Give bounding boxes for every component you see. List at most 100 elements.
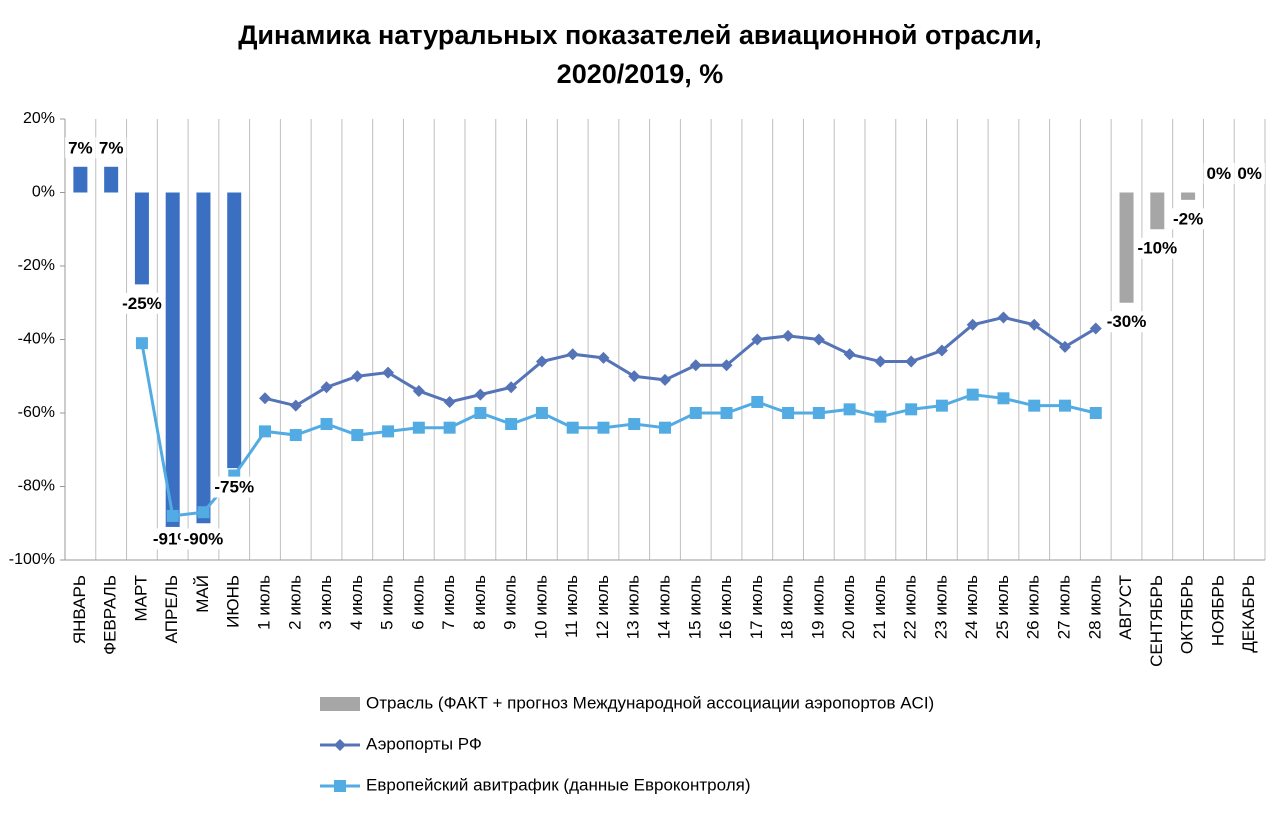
marker (351, 370, 364, 383)
data-label: -90% (184, 529, 224, 548)
data-label: -10% (1137, 239, 1177, 258)
y-tick-label: -60% (18, 404, 55, 421)
x-tick-label: 2 июль (285, 575, 304, 630)
x-tick-label: 18 июль (778, 575, 797, 639)
x-tick-label: 9 июль (501, 575, 520, 630)
marker (628, 418, 641, 431)
marker (905, 403, 918, 416)
x-tick-label: АПРЕЛЬ (162, 575, 181, 643)
data-label-bg (1203, 162, 1235, 184)
bar (227, 192, 242, 469)
x-tick-label: 24 июль (962, 575, 981, 639)
x-tick-label: АВГУСТ (1116, 575, 1135, 640)
x-tick-label: 6 июль (408, 575, 427, 630)
marker (535, 407, 548, 419)
marker (535, 355, 548, 368)
data-label-bg (1103, 311, 1150, 333)
x-tick-label: 13 июль (624, 575, 643, 639)
y-tick-label: -40% (18, 331, 55, 348)
data-label-bg (95, 137, 127, 159)
marker (474, 407, 487, 419)
y-tick-label: 0% (32, 184, 55, 201)
x-tick-label: 10 июль (531, 575, 550, 639)
x-tick-label: 28 июль (1085, 575, 1104, 639)
marker (689, 407, 702, 419)
x-tick-label: ОКТЯБРЬ (1178, 575, 1197, 654)
data-label: 7% (99, 138, 124, 157)
marker (382, 425, 395, 438)
data-label: 7% (68, 138, 93, 157)
marker (566, 348, 579, 361)
marker (751, 395, 764, 408)
marker (412, 421, 425, 434)
marker (1028, 318, 1041, 331)
marker (628, 370, 641, 383)
x-tick-label: 25 июль (993, 575, 1012, 639)
data-label-bg (1134, 237, 1181, 259)
marker (412, 384, 425, 397)
data-label-bg (1169, 208, 1207, 230)
marker (659, 373, 671, 386)
data-label: -25% (122, 294, 162, 313)
marker (566, 421, 579, 434)
bar (104, 166, 119, 193)
marker (1089, 407, 1102, 419)
marker (935, 344, 948, 357)
data-label-bg (180, 528, 227, 550)
marker (720, 407, 733, 419)
data-label: 0% (1237, 164, 1262, 183)
marker (997, 392, 1010, 405)
data-label-bg (119, 292, 165, 314)
bar (196, 192, 211, 524)
x-tick-label: 1 июль (254, 575, 273, 630)
marker (812, 333, 825, 346)
data-label-bg (65, 137, 96, 159)
marker (720, 359, 733, 372)
bar (1181, 192, 1196, 200)
marker (1059, 399, 1071, 412)
bar (134, 192, 149, 285)
x-tick-label: 3 июль (316, 575, 335, 630)
chart-title: Динамика натуральных показателей авиацио… (238, 20, 1042, 50)
marker (935, 399, 948, 412)
x-tick-label: ДЕКАБРЬ (1239, 575, 1258, 653)
marker (197, 506, 210, 519)
x-tick-label: ИЮНЬ (224, 575, 243, 628)
data-label: -75% (214, 478, 254, 497)
marker (443, 395, 456, 408)
marker (689, 359, 702, 372)
legend-marker (334, 739, 346, 751)
marker (751, 333, 764, 346)
x-tick-label: ЯНВАРЬ (70, 575, 89, 644)
data-label: -30% (1107, 312, 1147, 331)
x-tick-label: 22 июль (901, 575, 920, 639)
line (264, 315, 1097, 408)
marker (843, 403, 856, 416)
marker (474, 388, 487, 401)
marker (320, 381, 333, 394)
x-tick-label: 7 июль (439, 575, 458, 630)
x-tick-label: 17 июль (747, 575, 766, 639)
x-tick-label: 14 июль (654, 575, 673, 639)
x-tick-label: МАРТ (131, 575, 150, 621)
x-tick-label: 4 июль (347, 575, 366, 630)
x-tick-label: 23 июль (931, 575, 950, 639)
x-tick-label: НОЯБРЬ (1208, 575, 1227, 646)
data-label-bg (211, 476, 258, 498)
marker (597, 351, 610, 364)
marker (289, 429, 302, 442)
marker (843, 348, 856, 361)
marker (782, 329, 795, 342)
marker (1028, 399, 1041, 412)
marker (966, 388, 979, 401)
marker (874, 355, 887, 368)
x-tick-label: СЕНТЯБРЬ (1147, 575, 1166, 667)
marker (505, 381, 518, 394)
legend-label: Отрасль (ФАКТ + прогноз Международной ас… (366, 693, 934, 712)
data-label: 0% (1207, 164, 1232, 183)
x-tick-label: 26 июль (1024, 575, 1043, 639)
x-tick-label: 20 июль (839, 575, 858, 639)
x-tick-label: 27 июль (1054, 575, 1073, 639)
x-tick-label: ФЕВРАЛЬ (101, 575, 120, 655)
x-tick-label: 8 июль (470, 575, 489, 630)
